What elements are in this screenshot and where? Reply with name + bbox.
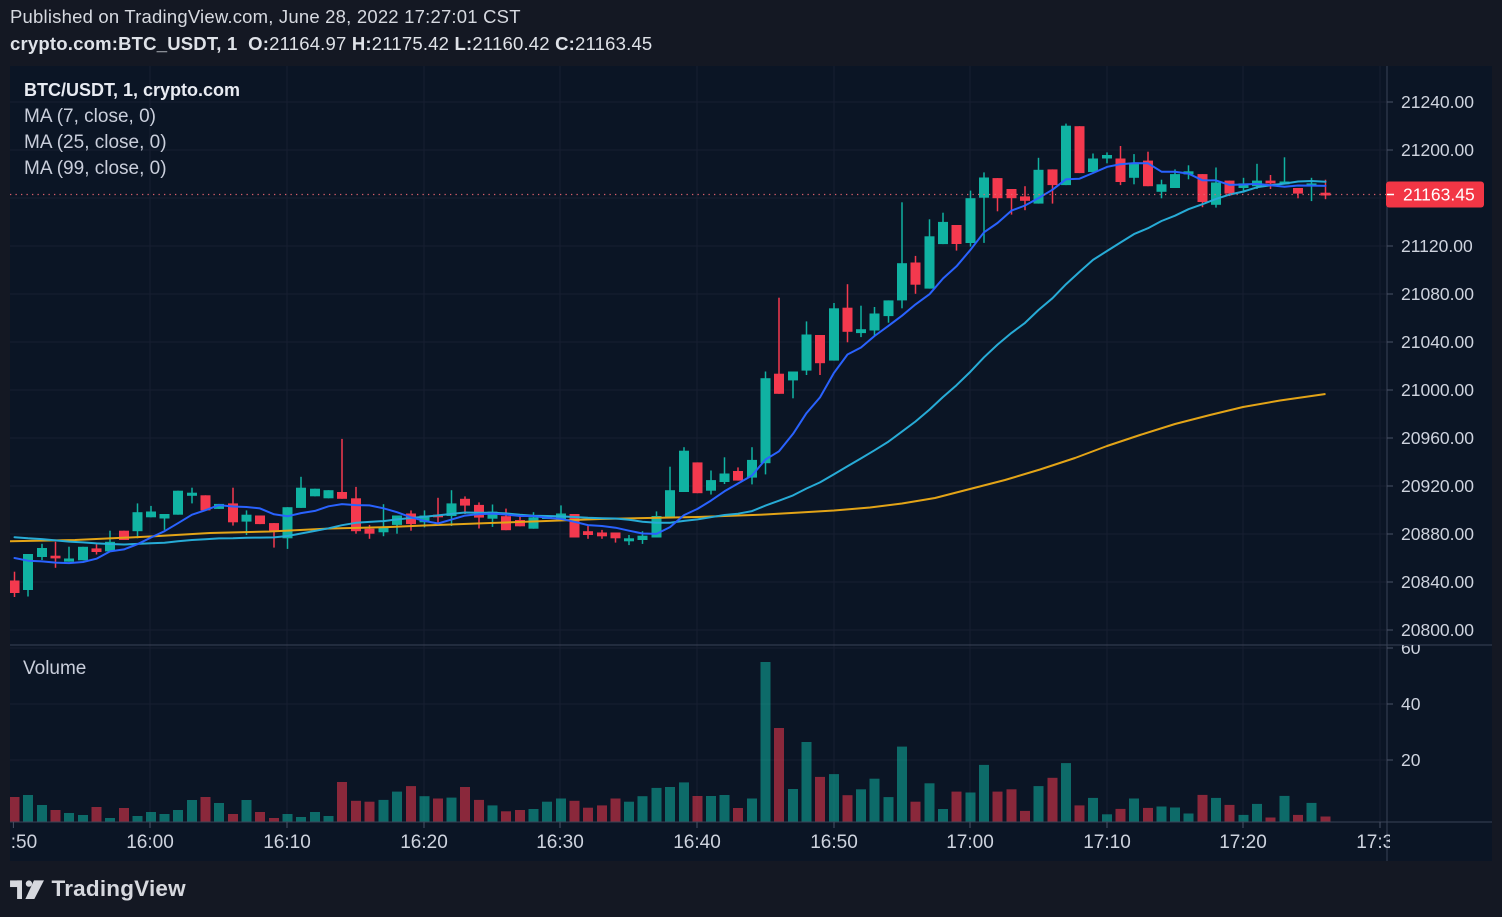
svg-text:16:10: 16:10 <box>263 832 311 853</box>
svg-text:20960.00: 20960.00 <box>1401 428 1474 448</box>
svg-text:17:10: 17:10 <box>1083 832 1131 853</box>
svg-text:16:50: 16:50 <box>810 832 858 853</box>
svg-text:16:20: 16:20 <box>400 832 448 853</box>
svg-text:20920.00: 20920.00 <box>1401 476 1474 496</box>
svg-text:20800.00: 20800.00 <box>1401 620 1474 640</box>
svg-text:17:20: 17:20 <box>1219 832 1267 853</box>
svg-text:21080.00: 21080.00 <box>1401 284 1474 304</box>
svg-text:21120.00: 21120.00 <box>1401 236 1473 256</box>
svg-text:21240.00: 21240.00 <box>1401 92 1474 112</box>
svg-text:16:40: 16:40 <box>673 832 721 853</box>
svg-text:21040.00: 21040.00 <box>1401 332 1474 352</box>
svg-text:60: 60 <box>1401 638 1421 658</box>
svg-text:20: 20 <box>1401 750 1421 770</box>
svg-text:17:30: 17:30 <box>1356 832 1404 853</box>
svg-text:40: 40 <box>1401 694 1421 714</box>
svg-text:15:50: 15:50 <box>10 832 37 853</box>
svg-text:16:00: 16:00 <box>126 832 174 853</box>
svg-text:20840.00: 20840.00 <box>1401 572 1474 592</box>
svg-text:16:30: 16:30 <box>536 832 584 853</box>
svg-text:20880.00: 20880.00 <box>1401 524 1474 544</box>
svg-text:21200.00: 21200.00 <box>1401 140 1474 160</box>
svg-text:21163.45: 21163.45 <box>1403 185 1475 205</box>
svg-text:17:00: 17:00 <box>946 832 994 853</box>
svg-text:21000.00: 21000.00 <box>1401 380 1474 400</box>
